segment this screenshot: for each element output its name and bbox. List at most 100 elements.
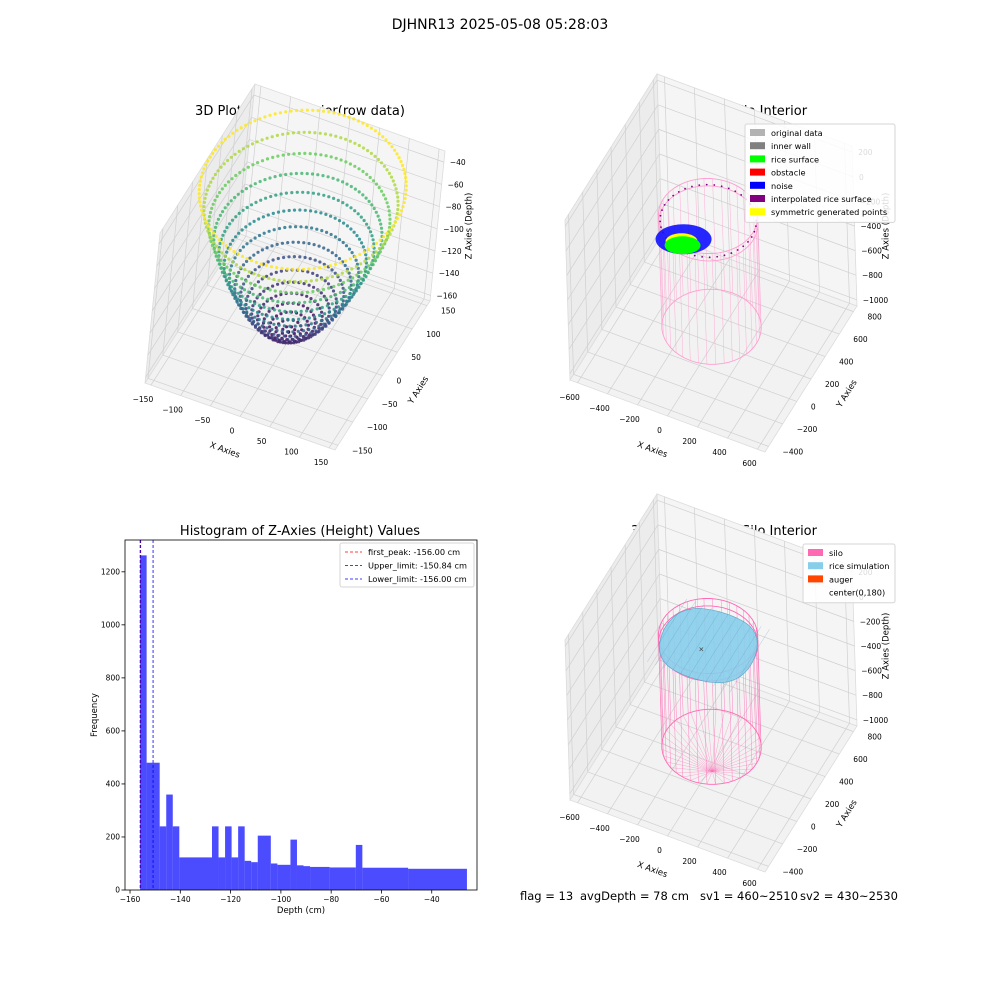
bowl-point — [295, 291, 299, 295]
bowl-point — [334, 156, 338, 160]
bowl-point — [328, 264, 332, 268]
bowl-point — [229, 199, 233, 203]
bowl-point — [363, 273, 367, 277]
histogram-bar — [244, 860, 252, 890]
bowl-point — [252, 219, 256, 223]
silo-wall-line — [755, 226, 760, 338]
bowl-point — [199, 204, 203, 208]
bowl-point — [276, 282, 280, 286]
bowl-point — [385, 201, 389, 205]
bowl-point — [279, 290, 283, 294]
silo-wall-line — [711, 673, 716, 785]
bowl-point — [238, 304, 242, 308]
bowl-point — [212, 240, 216, 245]
bowl-point — [376, 253, 380, 257]
x-tick-label: 600 — [742, 879, 757, 888]
bowl-point — [348, 139, 352, 143]
histogram-bar — [355, 844, 363, 890]
bowl-point — [233, 195, 237, 200]
bowl-point — [361, 245, 365, 249]
bowl-point — [273, 112, 277, 116]
bowl-point — [230, 260, 235, 264]
bowl-point — [261, 215, 265, 219]
interpolated-point — [750, 236, 753, 238]
bowl-point — [273, 175, 277, 179]
bowl-point — [267, 307, 271, 311]
x-tick-label: −400 — [589, 404, 610, 413]
bowl-point — [339, 261, 343, 265]
bowl-point — [355, 234, 359, 238]
bowl-point — [239, 126, 243, 130]
bowl-point — [240, 228, 244, 232]
y-tick-label: −50 — [382, 400, 398, 409]
bowl-point — [361, 193, 365, 197]
bowl-point — [197, 192, 201, 196]
z-gridline — [251, 117, 442, 185]
bowl-point — [301, 304, 305, 308]
bowl-point — [228, 268, 232, 272]
bowl-point — [344, 259, 348, 263]
silo-floor-line — [682, 715, 713, 772]
bowl-point — [307, 334, 311, 338]
silo-wall-line — [712, 178, 717, 290]
bowl-point — [306, 306, 310, 310]
bowl-point — [318, 313, 322, 317]
bowl-point — [265, 246, 269, 250]
bowl-point — [213, 225, 218, 229]
bowl-point — [345, 269, 349, 273]
bowl-point — [226, 202, 230, 206]
silo-floor-line — [661, 742, 713, 772]
y-tick-label: 800 — [867, 313, 882, 322]
bowl-point — [284, 110, 288, 114]
legend-label: rice surface — [771, 154, 819, 164]
bowl-point — [255, 310, 260, 314]
bowl-point — [262, 231, 266, 235]
bowl-point — [341, 280, 346, 285]
bowl-point — [299, 309, 303, 313]
z-axis-label: Z Axies (Depth) — [882, 193, 892, 260]
bowl-point — [283, 309, 287, 313]
bowl-point — [350, 267, 354, 271]
bowl-point — [213, 148, 217, 152]
x-gridline — [304, 106, 321, 258]
histogram-bar — [140, 555, 147, 890]
bowl-point — [277, 333, 281, 337]
z-gridline — [565, 104, 659, 251]
bowl-point — [234, 235, 238, 239]
bowl-point — [262, 289, 266, 293]
bowl-point — [216, 258, 220, 262]
z-tick-label: −80 — [445, 203, 461, 212]
bowl-point — [300, 171, 304, 175]
bowl-point — [280, 337, 284, 341]
bowl-point — [320, 305, 324, 310]
bowl-point — [277, 339, 281, 343]
bowl-point — [220, 141, 224, 145]
bowl-point — [374, 250, 378, 254]
bowl-point — [207, 184, 211, 188]
bowl-point — [311, 191, 315, 195]
bowl-point — [203, 196, 207, 200]
bowl-point — [218, 213, 222, 217]
rice-surface — [664, 236, 701, 255]
interpolated-point — [693, 254, 696, 257]
bowl-point — [336, 178, 340, 182]
bowl-point — [348, 296, 352, 300]
bowl-point — [263, 287, 267, 291]
bowl-point — [288, 225, 292, 229]
bowl-point — [288, 279, 292, 284]
bowl-point — [245, 205, 249, 210]
bowl-point — [233, 294, 237, 298]
bowl-point — [244, 313, 249, 317]
bowl-point — [227, 134, 231, 138]
bowl-point — [278, 309, 282, 313]
bowl-point — [206, 224, 210, 228]
silo-wall-line — [666, 236, 671, 348]
bowl-point — [403, 196, 407, 200]
bowl-point — [302, 336, 306, 340]
bowl-point — [269, 194, 273, 199]
silo-floor-line — [670, 724, 713, 772]
bowl-point — [256, 250, 260, 254]
bowl-point — [307, 267, 311, 271]
legend-label: Lower_limit: -156.00 cm — [368, 574, 467, 584]
histogram-bar — [296, 865, 304, 890]
